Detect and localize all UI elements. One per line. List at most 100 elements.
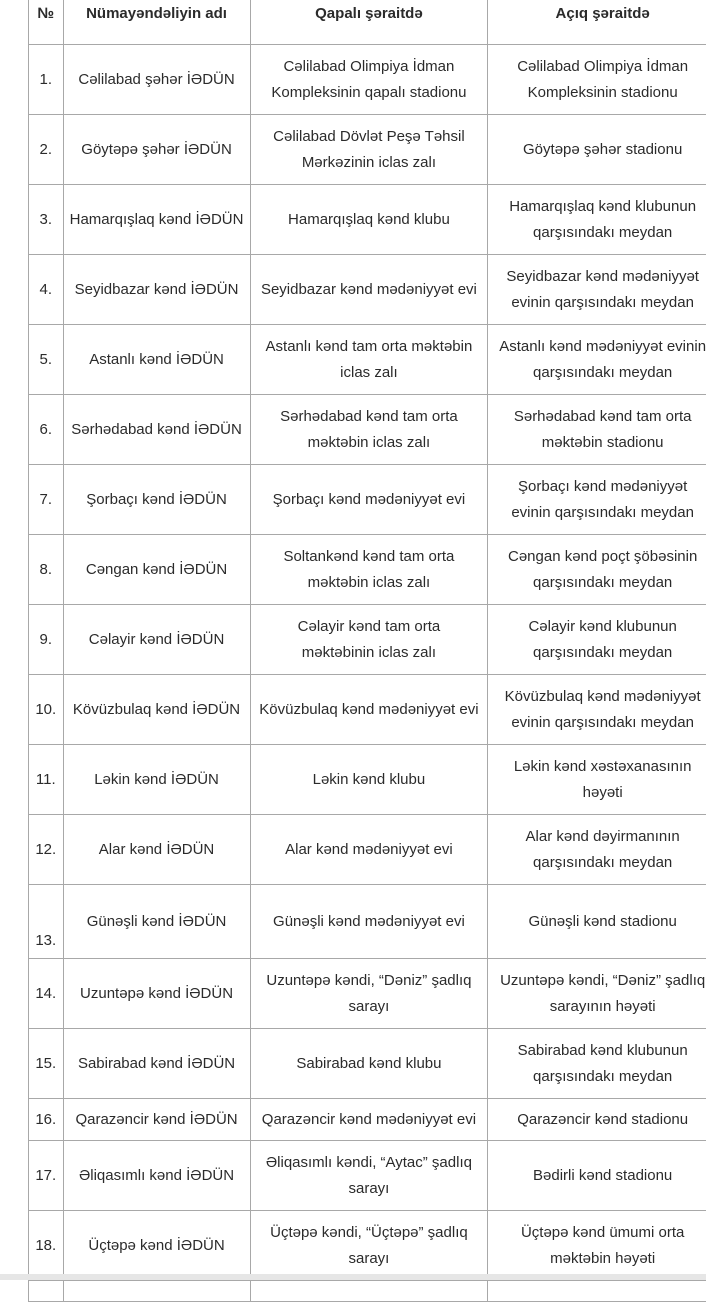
row-number: 10. bbox=[29, 675, 64, 745]
venue-line: sarayı bbox=[252, 1176, 487, 1202]
representation-name-text: Üçtəpə kənd İƏDÜN bbox=[88, 1237, 224, 1254]
row-number-text: 12. bbox=[35, 841, 56, 858]
representations-table: № Nümayəndəliyin adı Qapalı şəraitdə Açı… bbox=[28, 0, 706, 1302]
open-venue: Günəşli kənd stadionu bbox=[488, 885, 706, 959]
row-number-text: 11. bbox=[36, 771, 56, 788]
venue-line: məktəbin stadionu bbox=[489, 430, 706, 456]
row-number-text: 17. bbox=[35, 1167, 56, 1184]
venue-line: Şorbaçı kənd mədəniyyət bbox=[489, 474, 706, 500]
venue-line: Alar kənd dəyirmanının bbox=[489, 824, 706, 850]
representation-name: Qarazəncir kənd İƏDÜN bbox=[63, 1099, 250, 1141]
representation-name-text: Sabirabad kənd İƏDÜN bbox=[78, 1055, 235, 1072]
empty-cell bbox=[488, 1281, 706, 1302]
representation-name-text: Seyidbazar kənd İƏDÜN bbox=[75, 281, 239, 298]
table-row-partial bbox=[29, 1281, 706, 1302]
header-closed: Qapalı şəraitdə bbox=[250, 0, 488, 45]
row-number-text: 6. bbox=[40, 421, 53, 438]
row-number: 13. bbox=[29, 885, 64, 959]
table-row: 17. Əliqasımlı kənd İƏDÜN Əliqasımlı kəndi… bbox=[29, 1141, 706, 1211]
representation-name-text: Qarazəncir kənd İƏDÜN bbox=[75, 1111, 237, 1128]
row-number-text: 1. bbox=[40, 71, 53, 88]
venue-line: qarşısındakı meydan bbox=[489, 570, 706, 596]
closed-venue: Alar kənd mədəniyyət evi bbox=[250, 815, 488, 885]
representation-name-text: Cəlayir kənd İƏDÜN bbox=[89, 631, 225, 648]
closed-venue: Seyidbazar kənd mədəniyyət evi bbox=[250, 255, 488, 325]
venue-line: Qarazəncir kənd stadionu bbox=[489, 1107, 706, 1133]
venue-line: sarayı bbox=[252, 994, 487, 1020]
venue-line: Mərkəzinin iclas zalı bbox=[252, 150, 487, 176]
venue-line: Astanlı kənd mədəniyyət evinin bbox=[489, 334, 706, 360]
venue-line: Ləkin kənd xəstəxanasının bbox=[489, 754, 706, 780]
representation-name: Günəşli kənd İƏDÜN bbox=[63, 885, 250, 959]
venue-line: Ləkin kənd klubu bbox=[252, 767, 487, 793]
row-number-text: 2. bbox=[40, 141, 53, 158]
venue-line: Soltankənd kənd tam orta bbox=[252, 544, 487, 570]
row-number: 12. bbox=[29, 815, 64, 885]
representation-name: Sərhədabad kənd İƏDÜN bbox=[63, 395, 250, 465]
representation-name: Astanlı kənd İƏDÜN bbox=[63, 325, 250, 395]
table-row: 16. Qarazəncir kənd İƏDÜN Qarazəncir kənd … bbox=[29, 1099, 706, 1141]
representation-name: Şorbaçı kənd İƏDÜN bbox=[63, 465, 250, 535]
representation-name-text: Uzuntəpə kənd İƏDÜN bbox=[80, 985, 233, 1002]
venue-line: məktəbin iclas zalı bbox=[252, 570, 487, 596]
row-number: 2. bbox=[29, 115, 64, 185]
closed-venue: Günəşli kənd mədəniyyət evi bbox=[250, 885, 488, 959]
closed-venue: Sabirabad kənd klubu bbox=[250, 1029, 488, 1099]
representation-name: Göytəpə şəhər İƏDÜN bbox=[63, 115, 250, 185]
venue-line: Kövüzbulaq kənd mədəniyyət bbox=[489, 684, 706, 710]
row-number-text: 8. bbox=[40, 561, 53, 578]
representation-name: Uzuntəpə kənd İƏDÜN bbox=[63, 959, 250, 1029]
venue-line: qarşısındakı meydan bbox=[489, 1064, 706, 1090]
row-number: 7. bbox=[29, 465, 64, 535]
venue-line: Cəlayir kənd klubunun bbox=[489, 614, 706, 640]
header-open: Açıq şəraitdə bbox=[488, 0, 706, 45]
venue-line: Hamarqışlaq kənd klubunun bbox=[489, 194, 706, 220]
representation-name: Cəngan kənd İƏDÜN bbox=[63, 535, 250, 605]
row-number: 17. bbox=[29, 1141, 64, 1211]
closed-venue: Hamarqışlaq kənd klubu bbox=[250, 185, 488, 255]
header-row: № Nümayəndəliyin adı Qapalı şəraitdə Açı… bbox=[29, 0, 706, 45]
header-name: Nümayəndəliyin adı bbox=[63, 0, 250, 45]
representation-name-text: Astanlı kənd İƏDÜN bbox=[89, 351, 224, 368]
representation-name-text: Sərhədabad kənd İƏDÜN bbox=[71, 421, 242, 438]
representation-name: Cəlilabad şəhər İƏDÜN bbox=[63, 45, 250, 115]
representation-name: Cəlayir kənd İƏDÜN bbox=[63, 605, 250, 675]
venue-line: Qarazəncir kənd mədəniyyət evi bbox=[252, 1107, 487, 1133]
venue-line: evinin qarşısındakı meydan bbox=[489, 290, 706, 316]
table-row: 1. Cəlilabad şəhər İƏDÜN Cəlilabad Olimpiy… bbox=[29, 45, 706, 115]
row-number: 8. bbox=[29, 535, 64, 605]
venue-line: Sabirabad kənd klubu bbox=[252, 1051, 487, 1077]
venue-line: Cəlilabad Olimpiya İdman bbox=[489, 54, 706, 80]
representation-name: Sabirabad kənd İƏDÜN bbox=[63, 1029, 250, 1099]
venue-line: sarayı bbox=[252, 1246, 487, 1272]
row-number-text: 10. bbox=[35, 701, 56, 718]
representation-name-text: Əliqasımlı kənd İƏDÜN bbox=[79, 1167, 234, 1184]
representation-name: Ləkin kənd İƏDÜN bbox=[63, 745, 250, 815]
row-number-text: 18. bbox=[35, 1237, 56, 1254]
representation-name: Hamarqışlaq kənd İƏDÜN bbox=[63, 185, 250, 255]
table-row: 6. Sərhədabad kənd İƏDÜN Sərhədabad kənd t… bbox=[29, 395, 706, 465]
open-venue: Göytəpə şəhər stadionu bbox=[488, 115, 706, 185]
closed-venue: Kövüzbulaq kənd mədəniyyət evi bbox=[250, 675, 488, 745]
row-number-text: 16. bbox=[35, 1111, 56, 1128]
